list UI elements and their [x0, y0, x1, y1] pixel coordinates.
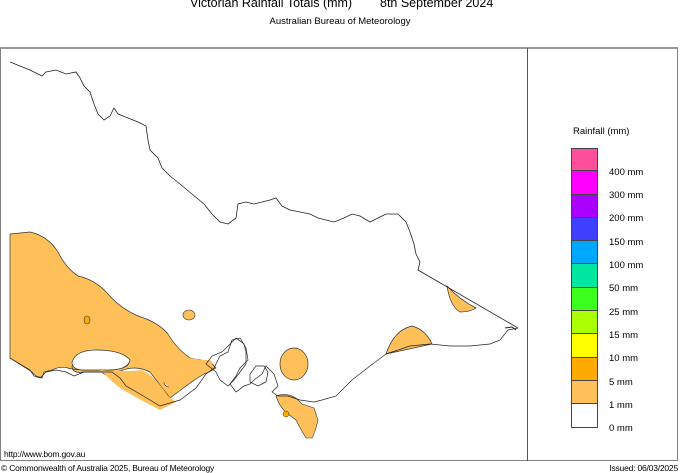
legend-label: 300 mm — [609, 190, 644, 201]
legend-swatch-100-150 — [571, 241, 598, 265]
map-frame — [0, 47, 678, 461]
issued-date: Issued: 06/03/2025 — [609, 463, 678, 473]
legend-swatch-25-50 — [571, 287, 598, 312]
legend-swatch-200-300 — [571, 194, 598, 218]
western-port — [249, 365, 269, 387]
legend-swatch-300-400 — [571, 171, 598, 195]
coastline — [9, 327, 519, 407]
rain-area-central — [150, 358, 214, 392]
map-title: Victorian Rainfall Totals (mm) 8th Septe… — [0, 0, 680, 12]
legend-swatch-15-25 — [571, 311, 598, 335]
legend-label: 10 mm — [609, 353, 639, 364]
rain-area-prom — [275, 394, 319, 439]
rain-cell-1 — [83, 315, 91, 325]
legend-swatch-1-5 — [571, 380, 598, 405]
rain-cell-4 — [282, 410, 290, 418]
victoria-rainfall-map — [9, 61, 519, 439]
state-border — [9, 61, 519, 329]
rain-area-far-east — [446, 284, 477, 313]
rain-area-gippsland — [385, 325, 433, 355]
legend-swatch-150-200 — [571, 217, 598, 242]
legend-label: 50 mm — [609, 283, 639, 294]
rain-cell-3 — [279, 347, 309, 381]
legend-label: 5 mm — [609, 377, 633, 388]
legend-swatch-0-1 — [571, 404, 598, 428]
panel-divider — [527, 48, 528, 461]
gabo-mark — [504, 326, 517, 331]
legend-label: 1 mm — [609, 400, 633, 411]
bom-url-link[interactable]: http://www.bom.gov.au — [4, 449, 86, 459]
legend-label: 25 mm — [609, 307, 639, 318]
subtitle: Australian Bureau of Meteorology — [269, 16, 411, 27]
legend-label: 200 mm — [609, 213, 644, 224]
title-date: 8th September 2024 — [380, 0, 494, 10]
legend-title: Rainfall (mm) — [573, 126, 630, 137]
port-phillip-bay — [205, 337, 247, 387]
legend-swatch-gt400 — [571, 148, 598, 172]
legend-label: 400 mm — [609, 167, 644, 178]
legend-label: 0 mm — [609, 423, 633, 434]
legend-label: 15 mm — [609, 330, 639, 341]
legend-swatch-5-10 — [571, 357, 598, 381]
title-text: Victorian Rainfall Totals (mm) — [190, 0, 353, 10]
legend-swatch-10-15 — [571, 334, 598, 358]
rain-cell-2 — [182, 309, 196, 321]
legend-label: 100 mm — [609, 260, 644, 271]
rainfall-legend — [571, 148, 598, 428]
legend-swatch-50-100 — [571, 264, 598, 288]
dry-hole-1 — [71, 349, 131, 371]
legend-label: 150 mm — [609, 237, 644, 248]
rain-area-otway — [100, 370, 176, 410]
copyright-notice: © Commonwealth of Australia 2025, Bureau… — [1, 463, 215, 473]
